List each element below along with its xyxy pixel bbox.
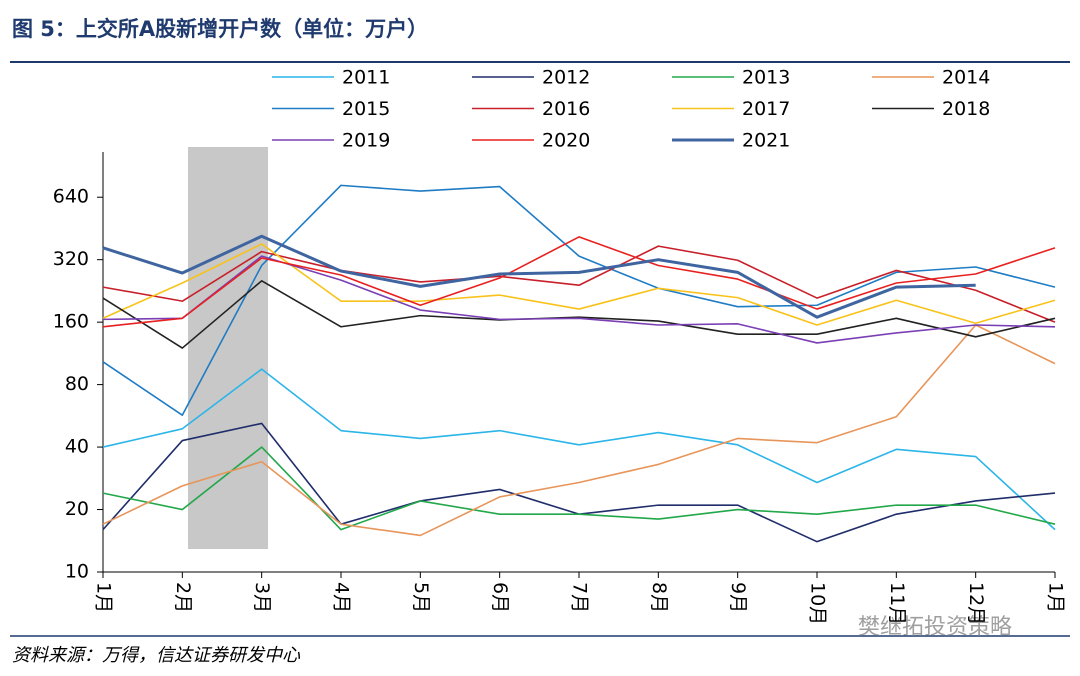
legend-label: 2018 <box>942 98 990 120</box>
x-tick-label: 2月 <box>172 582 194 613</box>
y-tick-label: 320 <box>53 248 89 270</box>
x-tick-label: 1月 <box>93 582 115 613</box>
x-tick-label: 3月 <box>251 582 273 613</box>
legend-label: 2011 <box>342 67 390 89</box>
source: 资料来源：万得，信达证券研发中心 <box>12 645 301 666</box>
watermark: 樊继拓投资策略 <box>858 615 1012 640</box>
x-tick-label: 4月 <box>331 582 353 613</box>
legend-label: 2012 <box>542 67 590 89</box>
y-tick-label: 10 <box>65 561 89 583</box>
series-line <box>102 280 1056 349</box>
series-line <box>102 245 1056 323</box>
series-line <box>102 234 976 319</box>
legend-label: 2020 <box>542 130 590 152</box>
series-line <box>102 446 1056 531</box>
series-line <box>102 236 1056 328</box>
series-line <box>102 255 1056 344</box>
x-tick-label: 7月 <box>569 582 591 613</box>
y-tick-label: 40 <box>65 436 89 458</box>
legend-label: 2014 <box>942 67 990 89</box>
highlight-band <box>188 147 268 549</box>
chart-title: 图 5：上交所A股新增开户数（单位：万户） <box>12 17 428 41</box>
x-tick-label: 1月 <box>1045 582 1067 613</box>
x-tick-label: 11月 <box>886 582 908 625</box>
x-tick-label: 6月 <box>489 582 511 613</box>
series-line <box>102 184 1056 416</box>
legend-label: 2019 <box>342 130 390 152</box>
x-tick-label: 5月 <box>410 582 432 613</box>
x-tick-label: 8月 <box>648 582 670 613</box>
y-tick-label: 20 <box>65 498 89 520</box>
x-tick-label: 9月 <box>727 582 749 613</box>
y-tick-label: 80 <box>65 373 89 395</box>
legend-label: 2017 <box>742 98 790 120</box>
legend-label: 2015 <box>342 98 390 120</box>
series-line <box>102 368 1056 531</box>
y-tick-label: 640 <box>53 186 89 208</box>
series-line <box>102 243 1056 326</box>
series-line <box>102 324 1056 537</box>
x-tick-label: 12月 <box>965 582 987 625</box>
legend-label: 2016 <box>542 98 590 120</box>
legend-label: 2013 <box>742 67 790 89</box>
x-tick-label: 10月 <box>807 582 829 625</box>
y-tick-label: 160 <box>53 311 89 333</box>
legend-label: 2021 <box>742 130 790 152</box>
